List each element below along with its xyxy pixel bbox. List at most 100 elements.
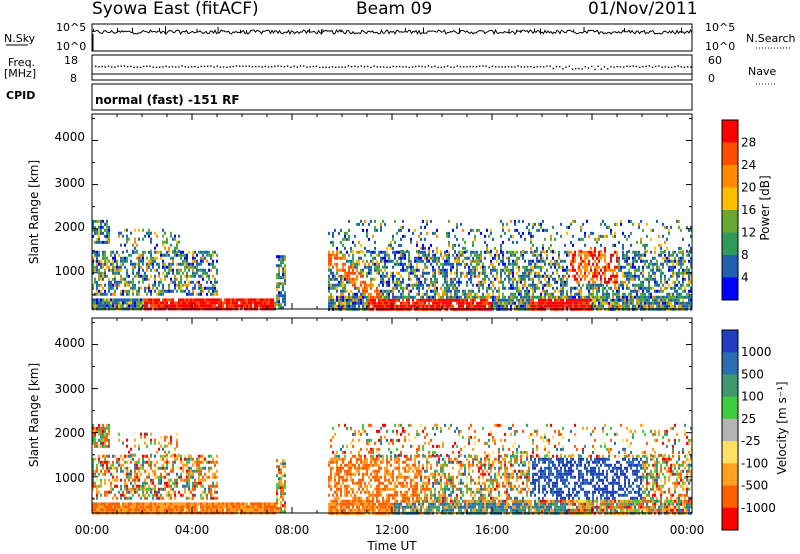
range-gate-cell [564,301,566,305]
range-gate-cell [350,262,352,266]
range-gate-cell [148,262,150,266]
range-gate-cell [444,253,446,257]
range-gate-cell [616,265,618,269]
range-gate-cell [214,475,216,479]
range-gate-cell [654,271,656,275]
range-gate-cell [272,301,274,305]
range-gate-cell [484,295,486,299]
range-gate-cell [110,466,112,470]
range-gate-cell [102,219,104,223]
range-gate-cell [434,274,436,278]
range-gate-cell [104,292,106,296]
range-gate-cell [470,301,472,305]
range-gate-cell [174,478,176,482]
range-gate-cell [150,274,152,278]
range-gate-cell [190,505,192,509]
range-gate-cell [584,253,586,257]
range-gate-cell [376,262,378,266]
range-gate-cell [94,432,96,436]
range-gate-cell [98,219,100,223]
range-gate-cell [662,222,664,226]
range-gate-cell [646,277,648,281]
freq-dot [290,66,292,68]
range-gate-cell [108,490,110,494]
range-gate-cell [330,240,332,244]
range-gate-cell [124,265,126,269]
range-gate-cell [92,469,94,473]
range-gate-cell [634,271,636,275]
range-gate-cell [176,432,178,436]
range-gate-cell [230,298,232,302]
range-gate-cell [550,237,552,241]
range-gate-cell [598,295,600,299]
range-gate-cell [96,505,98,509]
range-gate-cell [148,472,150,476]
range-gate-cell [340,228,342,232]
range-gate-cell [414,274,416,278]
freq-dot [357,66,359,68]
range-gate-cell [152,487,154,491]
range-gate-cell [162,298,164,302]
range-gate-cell [100,228,102,232]
range-gate-cell [214,286,216,290]
range-gate-cell [112,502,114,506]
range-gate-cell [170,505,172,509]
range-gate-cell [332,265,334,269]
range-gate-cell [168,304,170,308]
range-gate-cell [140,487,142,491]
range-gate-cell [602,219,604,223]
range-gate-cell [546,228,548,232]
range-gate-cell [530,250,532,254]
range-gate-cell [108,280,110,284]
range-gate-cell [140,502,142,506]
range-gate-cell [398,271,400,275]
range-gate-cell [406,301,408,305]
range-gate-cell [584,277,586,281]
range-gate-cell [542,256,544,260]
range-gate-cell [580,237,582,241]
range-gate-cell [646,265,648,269]
range-gate-cell [280,258,282,262]
range-gate-cell [378,268,380,272]
range-gate-cell [630,271,632,275]
range-gate-cell [586,262,588,266]
range-gate-cell [112,250,114,254]
range-gate-cell [494,277,496,281]
range-gate-cell [690,274,692,278]
range-gate-cell [176,253,178,257]
range-gate-cell [252,301,254,305]
range-gate-cell [92,487,94,491]
range-gate-cell [212,496,214,500]
range-gate-cell [372,259,374,263]
range-gate-cell [438,295,440,299]
range-gate-cell [436,246,438,250]
range-gate-cell [446,292,448,296]
range-gate-cell [434,231,436,235]
range-gate-cell [92,225,94,229]
range-gate-cell [426,231,428,235]
range-gate-cell [180,460,182,464]
range-gate-cell [170,454,172,458]
range-gate-cell [460,295,462,299]
range-gate-cell [540,298,542,302]
range-gate-cell [584,234,586,238]
freq-dot [95,65,97,67]
range-gate-cell [408,277,410,281]
range-gate-cell [406,295,408,299]
range-gate-cell [166,453,168,457]
range-gate-cell [506,301,508,305]
range-gate-cell [416,265,418,269]
range-gate-cell [612,271,614,275]
range-gate-cell [632,295,634,299]
range-gate-cell [130,286,132,290]
range-gate-cell [102,438,104,442]
range-gate-cell [202,277,204,281]
range-gate-cell [572,301,574,305]
range-gate-cell [600,277,602,281]
range-gate-cell [92,457,94,461]
range-gate-cell [358,271,360,275]
range-gate-cell [138,228,140,232]
range-gate-cell [186,502,188,506]
range-gate-cell [106,432,108,436]
range-gate-cell [366,274,368,278]
